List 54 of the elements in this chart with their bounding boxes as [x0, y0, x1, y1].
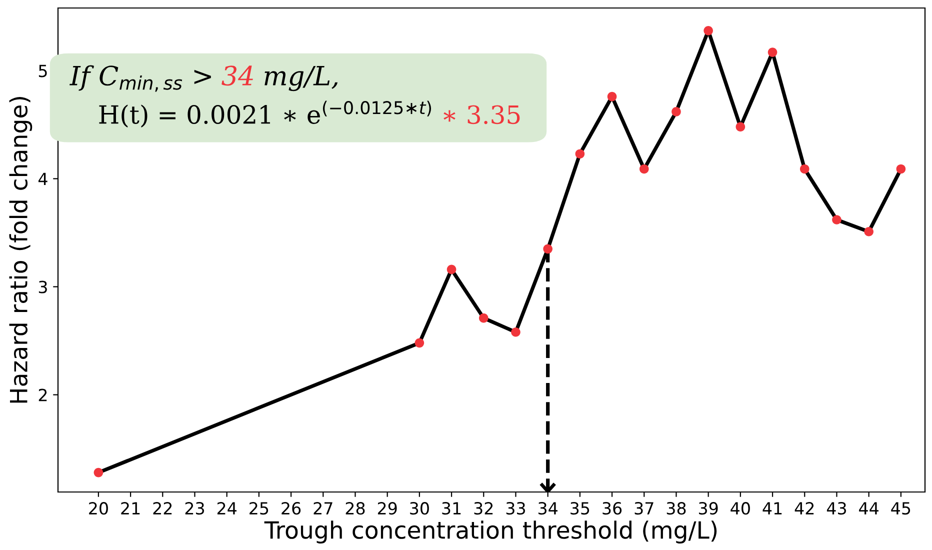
annotation: H(t) = 0.0021 ∗ e$^{(−0.0125∗t)}$ [99, 100, 432, 128]
x-tick-label: 41 [762, 502, 782, 514]
point [543, 244, 552, 254]
y-tick-label: 4 [38, 172, 48, 186]
x-tick-label: 43 [826, 502, 846, 515]
x-tick-label: 34 [538, 502, 558, 515]
point [736, 122, 746, 132]
x-axis-title: Trough concentration threshold (mg/L) [264, 520, 717, 544]
point [639, 164, 649, 174]
x-tick-label: 26 [282, 502, 301, 515]
x-tick-label: 42 [794, 502, 814, 514]
point [768, 48, 778, 57]
point [832, 215, 842, 224]
x-tick-label: 36 [602, 502, 622, 515]
x-tick-label: 28 [346, 502, 365, 515]
annotation: ∗ 3.35 [444, 105, 520, 124]
point [414, 338, 424, 348]
x-tick-label: 40 [730, 502, 750, 515]
annotation: 34 [222, 66, 253, 86]
x-tick-label: 45 [891, 502, 910, 515]
x-tick-label: 32 [474, 502, 493, 515]
y-tick-label: 5 [38, 64, 47, 78]
point [896, 164, 906, 174]
point [575, 149, 585, 159]
x-tick-label: 23 [185, 502, 204, 515]
point [800, 164, 810, 174]
x-tick-label: 29 [378, 502, 397, 515]
annotation: If C$_{min,ss}$ > [70, 65, 211, 92]
x-tick-label: 24 [217, 502, 237, 514]
y-tick-label: 3 [38, 280, 47, 294]
y-tick-label: 2 [38, 388, 47, 402]
x-tick-label: 39 [698, 502, 718, 515]
point [478, 313, 488, 323]
x-tick-label: 35 [570, 502, 590, 515]
y-axis-title: Hazard ratio (fold change) [9, 97, 32, 403]
x-tick-label: 33 [506, 502, 526, 515]
x-tick-label: 20 [89, 502, 108, 515]
x-tick-label: 44 [859, 502, 878, 514]
point [446, 264, 456, 274]
x-tick-label: 37 [634, 502, 654, 515]
point [94, 468, 104, 478]
x-tick-label: 31 [442, 502, 461, 515]
point [511, 327, 520, 337]
point [607, 92, 617, 102]
x-tick-label: 25 [250, 502, 268, 515]
point [672, 107, 681, 116]
x-tick-label: 22 [153, 502, 172, 514]
annotation: mg/L, [264, 66, 338, 92]
x-tick-label: 21 [121, 502, 140, 514]
x-tick-label: 30 [410, 502, 429, 515]
x-tick-label: 27 [314, 502, 332, 514]
x-tick-label: 38 [666, 502, 686, 515]
point [704, 26, 713, 36]
point [864, 226, 874, 236]
